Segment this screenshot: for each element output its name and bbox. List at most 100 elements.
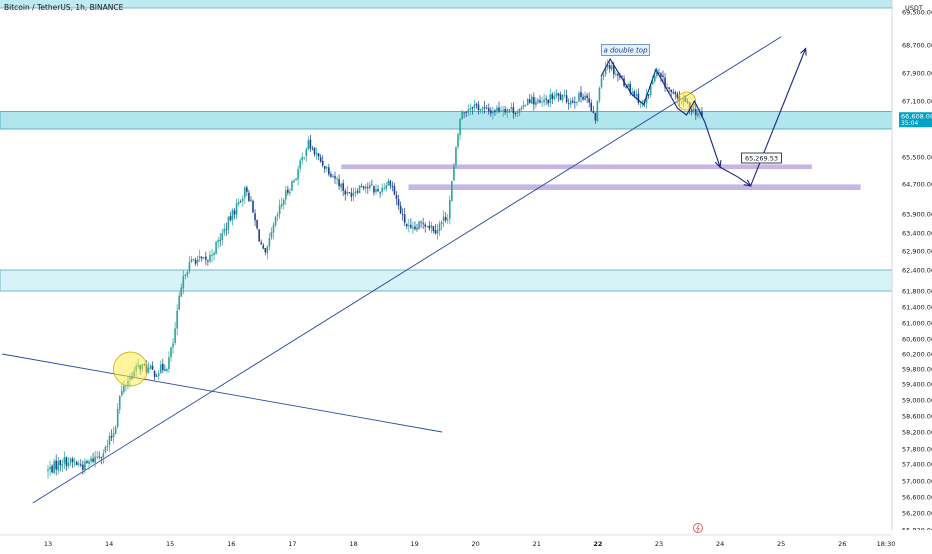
candle[interactable] <box>211 248 213 263</box>
candle[interactable] <box>455 146 457 169</box>
candle[interactable] <box>262 243 265 250</box>
candle[interactable] <box>520 105 523 112</box>
candle[interactable] <box>166 367 168 373</box>
candle[interactable] <box>112 426 115 444</box>
candle[interactable] <box>531 94 533 104</box>
candle[interactable] <box>422 217 424 229</box>
candle[interactable] <box>203 257 205 260</box>
candle[interactable] <box>473 99 476 112</box>
candle[interactable] <box>328 163 330 177</box>
candle[interactable] <box>373 185 375 196</box>
candle[interactable] <box>512 102 515 119</box>
candle[interactable] <box>444 212 447 223</box>
candle[interactable] <box>190 255 193 264</box>
candle[interactable] <box>188 255 191 274</box>
candle[interactable] <box>387 178 390 186</box>
candle[interactable] <box>309 134 312 153</box>
candle[interactable] <box>576 101 578 107</box>
candle[interactable] <box>459 118 461 140</box>
candle[interactable] <box>617 72 619 82</box>
candle[interactable] <box>676 91 679 100</box>
candle[interactable] <box>537 98 539 104</box>
candle[interactable] <box>453 162 455 181</box>
candle[interactable] <box>268 233 271 251</box>
candle[interactable] <box>116 403 119 429</box>
candle[interactable] <box>272 222 275 240</box>
candle[interactable] <box>321 155 324 168</box>
candle[interactable] <box>225 222 228 236</box>
candle[interactable] <box>362 185 365 191</box>
candle[interactable] <box>278 199 281 219</box>
candle[interactable] <box>207 259 209 266</box>
candle[interactable] <box>551 92 554 105</box>
candle[interactable] <box>504 106 506 115</box>
candle[interactable] <box>412 221 414 235</box>
candle[interactable] <box>395 191 398 205</box>
candle[interactable] <box>170 346 172 362</box>
candle[interactable] <box>424 222 426 233</box>
candle[interactable] <box>168 351 170 373</box>
candle[interactable] <box>449 195 451 225</box>
candle[interactable] <box>391 181 394 192</box>
candle[interactable] <box>252 199 254 214</box>
candle[interactable] <box>446 213 449 224</box>
candle[interactable] <box>553 91 556 101</box>
candle[interactable] <box>77 460 80 468</box>
candle[interactable] <box>598 86 601 104</box>
candle[interactable] <box>332 173 334 178</box>
candle[interactable] <box>250 195 252 202</box>
candle[interactable] <box>49 460 51 477</box>
candle[interactable] <box>219 233 221 247</box>
candle[interactable] <box>440 220 443 231</box>
candle[interactable] <box>442 210 445 228</box>
candle[interactable] <box>198 249 201 263</box>
candle[interactable] <box>354 187 357 198</box>
candle[interactable] <box>172 338 174 355</box>
candle[interactable] <box>557 92 560 102</box>
candle[interactable] <box>96 450 98 460</box>
candle[interactable] <box>383 183 385 191</box>
candle[interactable] <box>457 132 459 150</box>
candle[interactable] <box>264 247 267 256</box>
candle[interactable] <box>248 189 250 203</box>
candle[interactable] <box>420 220 422 228</box>
candle[interactable] <box>307 136 310 151</box>
candle[interactable] <box>549 88 552 108</box>
candle[interactable] <box>200 256 203 262</box>
candle[interactable] <box>223 223 226 237</box>
candle[interactable] <box>65 456 68 471</box>
candle[interactable] <box>535 97 537 109</box>
candle[interactable] <box>84 458 86 474</box>
candle[interactable] <box>434 223 437 235</box>
candle[interactable] <box>63 451 66 470</box>
candle[interactable] <box>461 109 463 120</box>
candle[interactable] <box>100 456 103 465</box>
candle[interactable] <box>371 179 373 186</box>
candle[interactable] <box>580 85 582 103</box>
candle[interactable] <box>231 208 234 226</box>
candle[interactable] <box>405 223 408 230</box>
candle[interactable] <box>164 364 166 372</box>
candle[interactable] <box>645 88 648 109</box>
candle[interactable] <box>377 185 379 192</box>
candle[interactable] <box>305 147 308 162</box>
candle[interactable] <box>295 177 297 182</box>
candle[interactable] <box>477 100 480 115</box>
candle[interactable] <box>342 179 344 197</box>
candle[interactable] <box>239 199 242 203</box>
candle[interactable] <box>256 219 258 230</box>
candle[interactable] <box>258 229 260 242</box>
candle[interactable] <box>522 100 525 110</box>
candle[interactable] <box>592 105 595 114</box>
candle[interactable] <box>53 458 55 474</box>
candle[interactable] <box>487 103 490 115</box>
candle[interactable] <box>637 88 640 105</box>
candle[interactable] <box>162 358 164 374</box>
candle[interactable] <box>695 103 697 120</box>
candle[interactable] <box>254 209 256 227</box>
candle[interactable] <box>664 72 666 92</box>
candle[interactable] <box>192 258 195 262</box>
candle[interactable] <box>414 221 416 231</box>
candle[interactable] <box>656 67 658 79</box>
